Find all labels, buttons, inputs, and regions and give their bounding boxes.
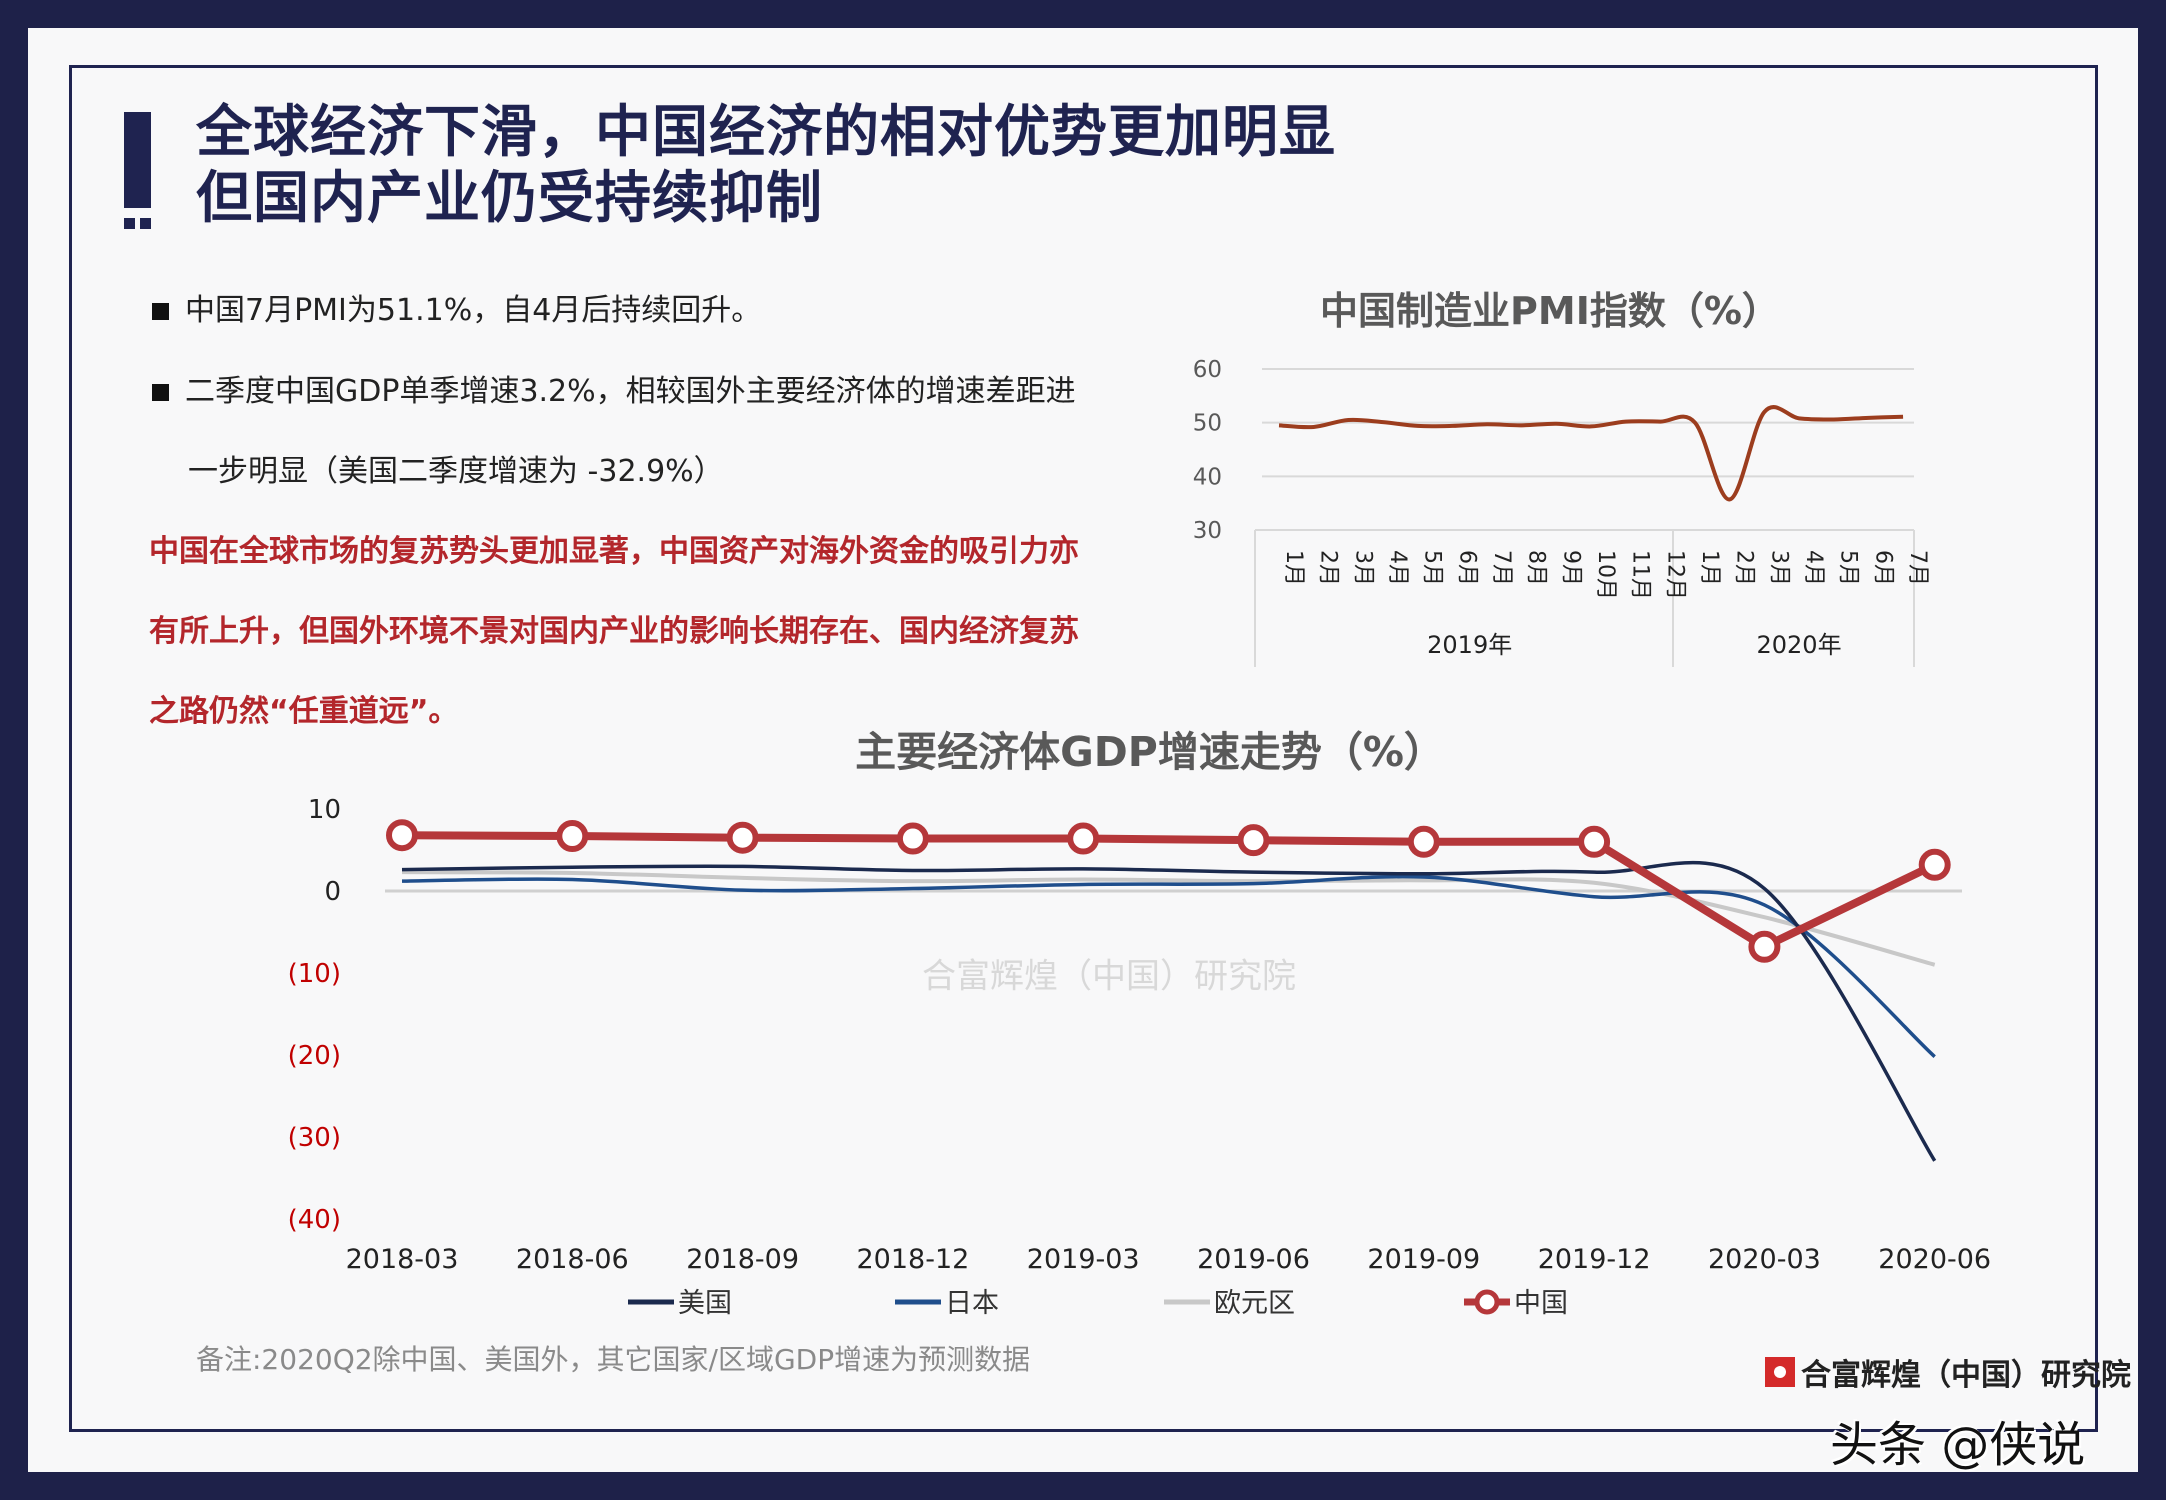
- pmi-x-tick: 11月: [1628, 550, 1653, 600]
- pmi-x-tick: 5月: [1420, 550, 1445, 586]
- pmi-x-tick: 1月: [1697, 550, 1722, 586]
- gdp-x-tick: 2018-12: [856, 1244, 969, 1275]
- logo: 合富辉煌（中国）研究院: [1765, 1350, 2131, 1394]
- gdp-y-tick: (20): [288, 1041, 341, 1071]
- pmi-x-tick: 2月: [1316, 550, 1341, 586]
- pmi-line: [1278, 405, 1904, 502]
- pmi-x-tick: 4月: [1801, 550, 1826, 586]
- pmi-x-tick: 8月: [1524, 550, 1549, 586]
- logo-mark-icon: [1765, 1357, 1795, 1387]
- highlight-line-3: 之路仍然“任重道远”。: [149, 694, 459, 729]
- gdp-x-tick: 2019-12: [1538, 1244, 1651, 1275]
- bullet-gdp-cont: 一步明显（美国二季度增速为 -32.9%）: [188, 454, 724, 489]
- pmi-x-tick: 6月: [1870, 550, 1895, 586]
- overlay-watermark: 头条 @侠说: [1830, 1417, 2086, 1473]
- pmi-x-tick: 1月: [1281, 550, 1306, 586]
- title-line-1: 全球经济下滑，中国经济的相对优势更加明显: [196, 100, 1336, 165]
- gdp-point-china: [1748, 930, 1781, 963]
- pmi-x-tick: 12月: [1662, 550, 1687, 600]
- bullet-gdp: 二季度中国GDP单季增速3.2%，相较国外主要经济体的增速差距进: [152, 366, 1076, 410]
- title-line-2: 但国内产业仍受持续抑制: [196, 166, 823, 231]
- pmi-x-tick: 2月: [1732, 550, 1757, 586]
- pmi-x-tick: 9月: [1558, 550, 1583, 586]
- slide-frame: [69, 65, 2098, 1432]
- gdp-x-tick: 2018-09: [686, 1244, 799, 1275]
- bullet-pmi: 中国7月PMI为51.1%，自4月后持续回升。: [152, 285, 761, 329]
- gdp-x-tick: 2019-03: [1027, 1244, 1140, 1275]
- gdp-line-euro: [401, 870, 1936, 967]
- gdp-point-china: [1237, 824, 1270, 857]
- pmi-y-tick: 50: [1193, 411, 1222, 437]
- slide-title: 全球经济下滑，中国经济的相对优势更加明显 但国内产业仍受持续抑制: [196, 100, 1336, 232]
- pmi-x-tick: 7月: [1905, 550, 1930, 586]
- logo-text: 合富辉煌（中国）研究院: [1801, 1358, 2131, 1393]
- bullet-text: 中国7月PMI为51.1%，自4月后持续回升。: [185, 293, 762, 328]
- gdp-y-tick: (10): [288, 959, 341, 989]
- slide: [28, 28, 2138, 1472]
- gdp-x-tick: 2018-03: [346, 1244, 459, 1275]
- gdp-y-tick: (40): [288, 1205, 341, 1235]
- gdp-point-china: [386, 819, 418, 852]
- pmi-x-tick: 10月: [1593, 550, 1618, 600]
- highlight-line-1: 中国在全球市场的复苏势头更加显著，中国资产对海外资金的吸引力亦: [149, 534, 1079, 569]
- legend-label: 日本: [945, 1288, 999, 1319]
- gdp-point-china: [556, 820, 589, 853]
- pmi-x-tick: 5月: [1836, 550, 1861, 586]
- pmi-y-tick: 40: [1193, 464, 1222, 490]
- footnote: 备注:2020Q2除中国、美国外，其它国家/区域GDP增速为预测数据: [196, 1343, 1031, 1376]
- bullet-square-icon: [152, 303, 169, 320]
- gdp-x-tick: 2019-09: [1367, 1244, 1480, 1275]
- gdp-point-china: [1918, 848, 1951, 881]
- gdp-chart-title: 主要经济体GDP增速走势（%）: [855, 728, 1445, 776]
- legend-label: 中国: [1514, 1288, 1568, 1319]
- bullet-square-icon: [152, 384, 169, 401]
- gdp-point-china: [1578, 825, 1611, 858]
- highlight-line-2: 有所上升，但国外环境不景对国内产业的影响长期存在、国内经济复苏: [149, 614, 1079, 649]
- pmi-y-tick: 30: [1193, 518, 1222, 544]
- gdp-point-china: [1067, 822, 1100, 855]
- pmi-y-tick: 60: [1193, 357, 1222, 383]
- pmi-x-tick: 6月: [1454, 550, 1479, 586]
- pmi-group-label: 2020年: [1757, 631, 1842, 659]
- gdp-x-tick: 2019-06: [1197, 1244, 1310, 1275]
- gdp-x-tick: 2020-06: [1878, 1244, 1991, 1275]
- gdp-point-china: [1407, 825, 1440, 858]
- pmi-x-tick: 3月: [1350, 550, 1375, 586]
- pmi-x-tick: 7月: [1489, 550, 1514, 586]
- pmi-x-tick: 4月: [1385, 550, 1410, 586]
- gdp-line-china: [401, 831, 1937, 952]
- legend-label: 美国: [678, 1288, 732, 1319]
- gdp-point-china: [726, 821, 759, 854]
- gdp-x-tick: 2020-03: [1708, 1244, 1821, 1275]
- pmi-chart-title: 中国制造业PMI指数（%）: [1320, 289, 1780, 333]
- gdp-point-china: [896, 822, 929, 855]
- pmi-x-tick: 3月: [1766, 550, 1791, 586]
- title-accent-dot: [124, 218, 135, 229]
- gdp-y-tick: (30): [288, 1123, 341, 1153]
- title-accent-bar: [124, 112, 151, 208]
- gdp-y-tick: 0: [324, 877, 341, 907]
- gdp-y-tick: 10: [308, 795, 341, 825]
- chart-watermark: 合富辉煌（中国）研究院: [922, 956, 1296, 997]
- bullet-text: 二季度中国GDP单季增速3.2%，相较国外主要经济体的增速差距进: [185, 374, 1076, 409]
- legend-marker-china: [1474, 1289, 1500, 1315]
- gdp-x-tick: 2018-06: [516, 1244, 629, 1275]
- gdp-line-us: [401, 860, 1937, 1162]
- gdp-line-japan: [401, 874, 1936, 1058]
- legend-label: 欧元区: [1214, 1288, 1295, 1319]
- title-accent-dot: [140, 218, 151, 229]
- pmi-group-label: 2019年: [1427, 631, 1512, 659]
